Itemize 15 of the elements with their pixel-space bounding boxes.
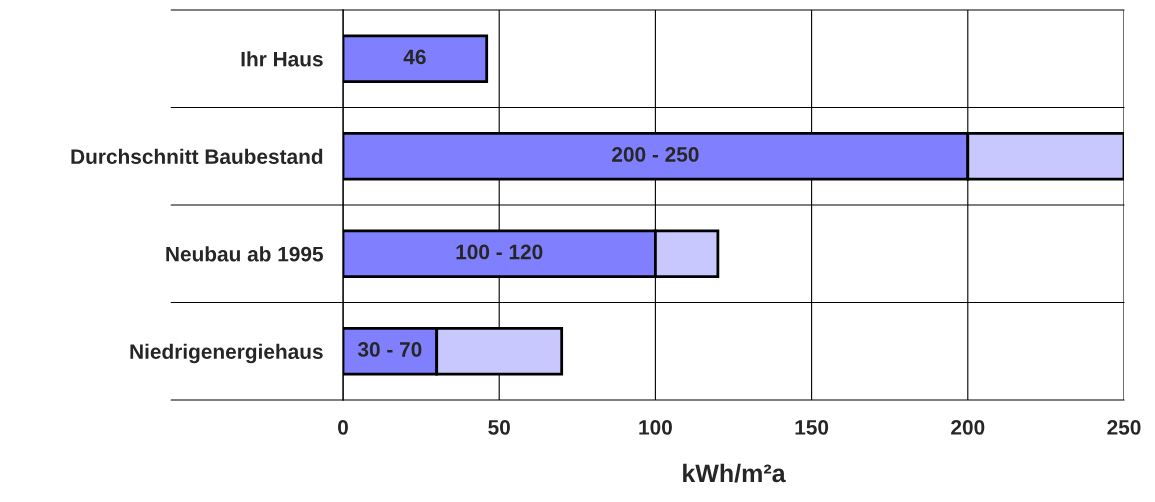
x-axis-title: kWh/m²a [683, 463, 786, 483]
x-tick-label: 150 [795, 419, 829, 435]
x-tick-label: 100 [639, 419, 672, 435]
x-tick-label: 250 [1107, 419, 1141, 435]
x-tick-label: 50 [488, 419, 510, 435]
data-label: 100 - 120 [456, 244, 543, 260]
data-label: 200 - 250 [612, 147, 699, 162]
y-tick-label: Niedrigenergiehaus [130, 343, 323, 364]
data-label: 46 [403, 49, 426, 65]
y-tick-label: Ihr Haus [241, 51, 323, 67]
data-label: 30 - 70 [357, 342, 422, 357]
x-tick-label: 200 [951, 419, 985, 435]
y-tick-label: Durchschnitt Baubestand [71, 148, 323, 164]
y-tick-label: Neubau ab 1995 [166, 246, 323, 262]
x-tick-label: 0 [338, 419, 348, 435]
